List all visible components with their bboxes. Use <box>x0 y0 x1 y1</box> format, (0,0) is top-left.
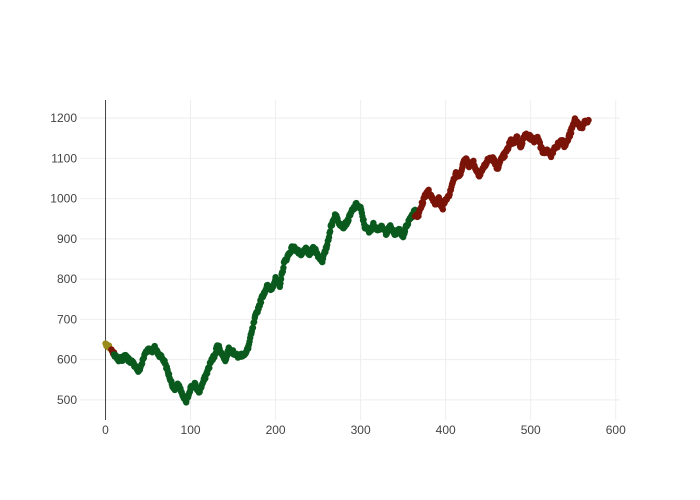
data-point <box>326 228 334 235</box>
y-tick-label: 1200 <box>50 111 77 125</box>
x-tick-label: 400 <box>436 423 456 437</box>
y-tick-label: 600 <box>57 353 77 367</box>
axes: 0 100 200 300 400 500 600 500 600 700 800 900 1000 11… <box>50 100 626 437</box>
x-tick-label: 200 <box>266 423 286 437</box>
y-tick-label: 1000 <box>50 192 77 206</box>
y-tick-label: 800 <box>57 272 77 286</box>
data-point <box>439 206 447 213</box>
data-points <box>102 115 592 406</box>
y-tick-label: 500 <box>57 393 77 407</box>
data-point <box>567 129 575 137</box>
data-point <box>277 275 285 283</box>
x-tick-label: 600 <box>606 423 626 437</box>
y-tick-label: 1100 <box>51 151 77 165</box>
data-point <box>280 264 287 272</box>
data-point <box>257 299 265 306</box>
x-tick-label: 0 <box>102 423 109 437</box>
data-point <box>206 364 213 372</box>
x-tick-label: 500 <box>521 423 541 437</box>
x-tick-label: 300 <box>351 423 371 437</box>
y-tick-label: 900 <box>57 232 77 246</box>
data-point <box>249 324 257 331</box>
x-tick-label: 100 <box>181 423 201 437</box>
data-point <box>419 199 427 206</box>
data-point <box>585 116 592 124</box>
grid <box>80 100 620 420</box>
y-tick-label: 700 <box>57 312 77 326</box>
